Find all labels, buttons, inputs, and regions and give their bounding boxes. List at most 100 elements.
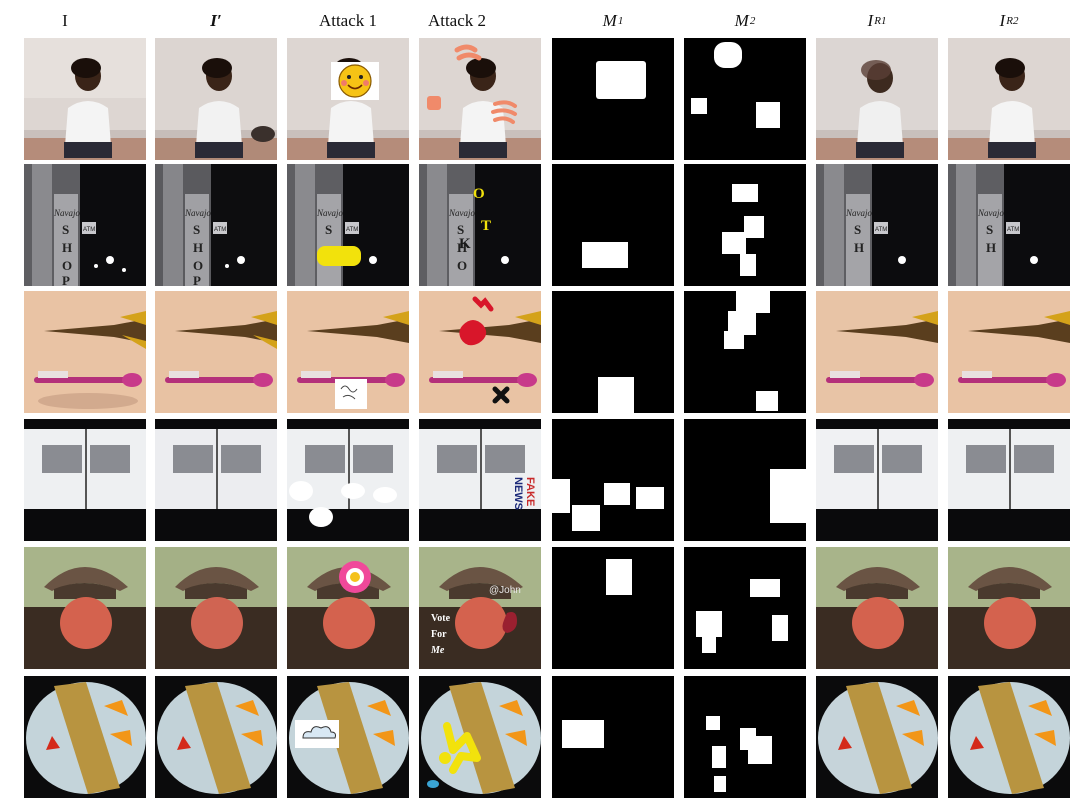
row3-ir1-image (816, 291, 938, 413)
sign-letter-s: S (457, 222, 464, 237)
sign-text: Navajo (316, 208, 343, 218)
row5-attack2-image: @John Vote For Me (419, 547, 541, 669)
row4-attack1-image (287, 419, 409, 541)
col-label-m1: M (602, 11, 617, 30)
row6-attack1-image (287, 676, 409, 798)
white-blob-1 (289, 481, 313, 501)
row4-iprime-image (155, 419, 277, 541)
sign-letter-p: P (62, 273, 70, 286)
yellow-zigzag-scribble (443, 722, 481, 774)
sign-letter-h: H (193, 240, 203, 255)
sign-letter-o: O (193, 258, 203, 273)
black-x-mark (492, 386, 510, 404)
attack-letter-t: T (481, 218, 491, 234)
col-header-ir1: I R1 (816, 8, 938, 34)
sign-letter-h: H (854, 240, 864, 255)
row4-ir2-image (948, 419, 1070, 541)
row2-attack1-image: Navajo S ATM (287, 164, 409, 286)
col-label-attack2: Attack 2 (427, 11, 487, 30)
col-label-m2: M (734, 11, 749, 30)
row3-input-image (24, 291, 146, 413)
row4-mask1 (552, 419, 674, 541)
row5-iprime-image (155, 547, 277, 669)
row2-input-image: Navajo S H O P ATM (24, 164, 146, 286)
row5-ir2-image (948, 547, 1070, 669)
sign-letter-h: H (62, 240, 72, 255)
sign-letter-s: S (193, 222, 200, 237)
row6-ir1-image (816, 676, 938, 798)
sign-letter-s: S (854, 222, 861, 237)
col-label-i: I (62, 11, 68, 30)
atm-text: ATM (214, 227, 226, 233)
sign-letter-h: H (986, 240, 996, 255)
col-header-i-prime: I′ (155, 8, 277, 34)
handle-text: @John (489, 585, 521, 596)
row6-mask1 (552, 676, 674, 798)
row2-ir1-image: Navajo S H ATM (816, 164, 938, 286)
sign-text: Navajo (977, 208, 1004, 218)
atm-text: ATM (346, 227, 358, 233)
white-blob-4 (373, 487, 397, 503)
col-header-attack1: Attack 1 (287, 8, 409, 34)
row1-mask1 (552, 38, 674, 160)
row3-attack2-image (419, 291, 541, 413)
sign-letter-o: O (62, 258, 72, 273)
yellow-scribble (317, 246, 361, 266)
row4-input-image (24, 419, 146, 541)
salmon-scribble-left (427, 96, 441, 110)
col-label-ir2: I (999, 11, 1006, 30)
col-label-i-prime: I′ (210, 11, 222, 30)
sign-text: Navajo (53, 208, 80, 218)
col-header-ir2: I R2 (948, 8, 1070, 34)
red-blob (459, 320, 487, 346)
atm-text: ATM (875, 227, 887, 233)
row1-attack1-image (287, 38, 409, 160)
col-sub-ir1: R1 (874, 15, 887, 27)
row3-ir2-image (948, 291, 1070, 413)
attack-letter-k: K (459, 236, 471, 252)
vote-text: Vote (431, 613, 451, 624)
row2-iprime-image: Navajo S H O P ATM (155, 164, 277, 286)
row1-ir1-image (816, 38, 938, 160)
salmon-scribble-right (491, 100, 517, 124)
sign-letter-h: H (457, 240, 467, 255)
row2-mask2 (684, 164, 806, 286)
sign-letter-p: P (193, 273, 201, 286)
row5-input-image (24, 547, 146, 669)
fake-text: FAKE (524, 477, 536, 506)
row5-attack1-image (287, 547, 409, 669)
col-sub-ir2: R2 (1006, 15, 1019, 27)
row1-input-image (24, 38, 146, 160)
attack-letter-o: O (473, 186, 485, 202)
sign-text: Navajo (184, 208, 211, 218)
row4-mask2 (684, 419, 806, 541)
row1-attack2-image (419, 38, 541, 160)
row4-attack2-image: FAKE NEWS (419, 419, 541, 541)
sign-text: Navajo (845, 208, 872, 218)
row5-mask1 (552, 547, 674, 669)
salmon-scribble-top (454, 44, 482, 61)
col-header-input: I (24, 8, 106, 34)
row6-iprime-image (155, 676, 277, 798)
col-sub-m2: 2 (749, 15, 756, 27)
col-header-attack2: Attack 2 (396, 8, 518, 34)
row6-mask2 (684, 676, 806, 798)
row2-ir2-image: Navajo S H ATM (948, 164, 1070, 286)
row1-iprime-image (155, 38, 277, 160)
row3-mask2 (684, 291, 806, 413)
flower-sticker-icon (339, 561, 371, 593)
row1-ir2-image (948, 38, 1070, 160)
smiley-face-icon (338, 64, 372, 98)
me-text: Me (430, 645, 445, 656)
row2-attack2-image: Navajo S H O O T K (419, 164, 541, 286)
col-label-ir1: I (867, 11, 874, 30)
cloud-icon (302, 726, 336, 739)
row6-ir2-image (948, 676, 1070, 798)
sign-text: Navajo (448, 208, 475, 218)
sign-letter-s: S (325, 222, 332, 237)
row3-mask1 (552, 291, 674, 413)
doodle-sticker (335, 379, 367, 409)
row6-attack2-image (419, 676, 541, 798)
row2-mask1 (552, 164, 674, 286)
